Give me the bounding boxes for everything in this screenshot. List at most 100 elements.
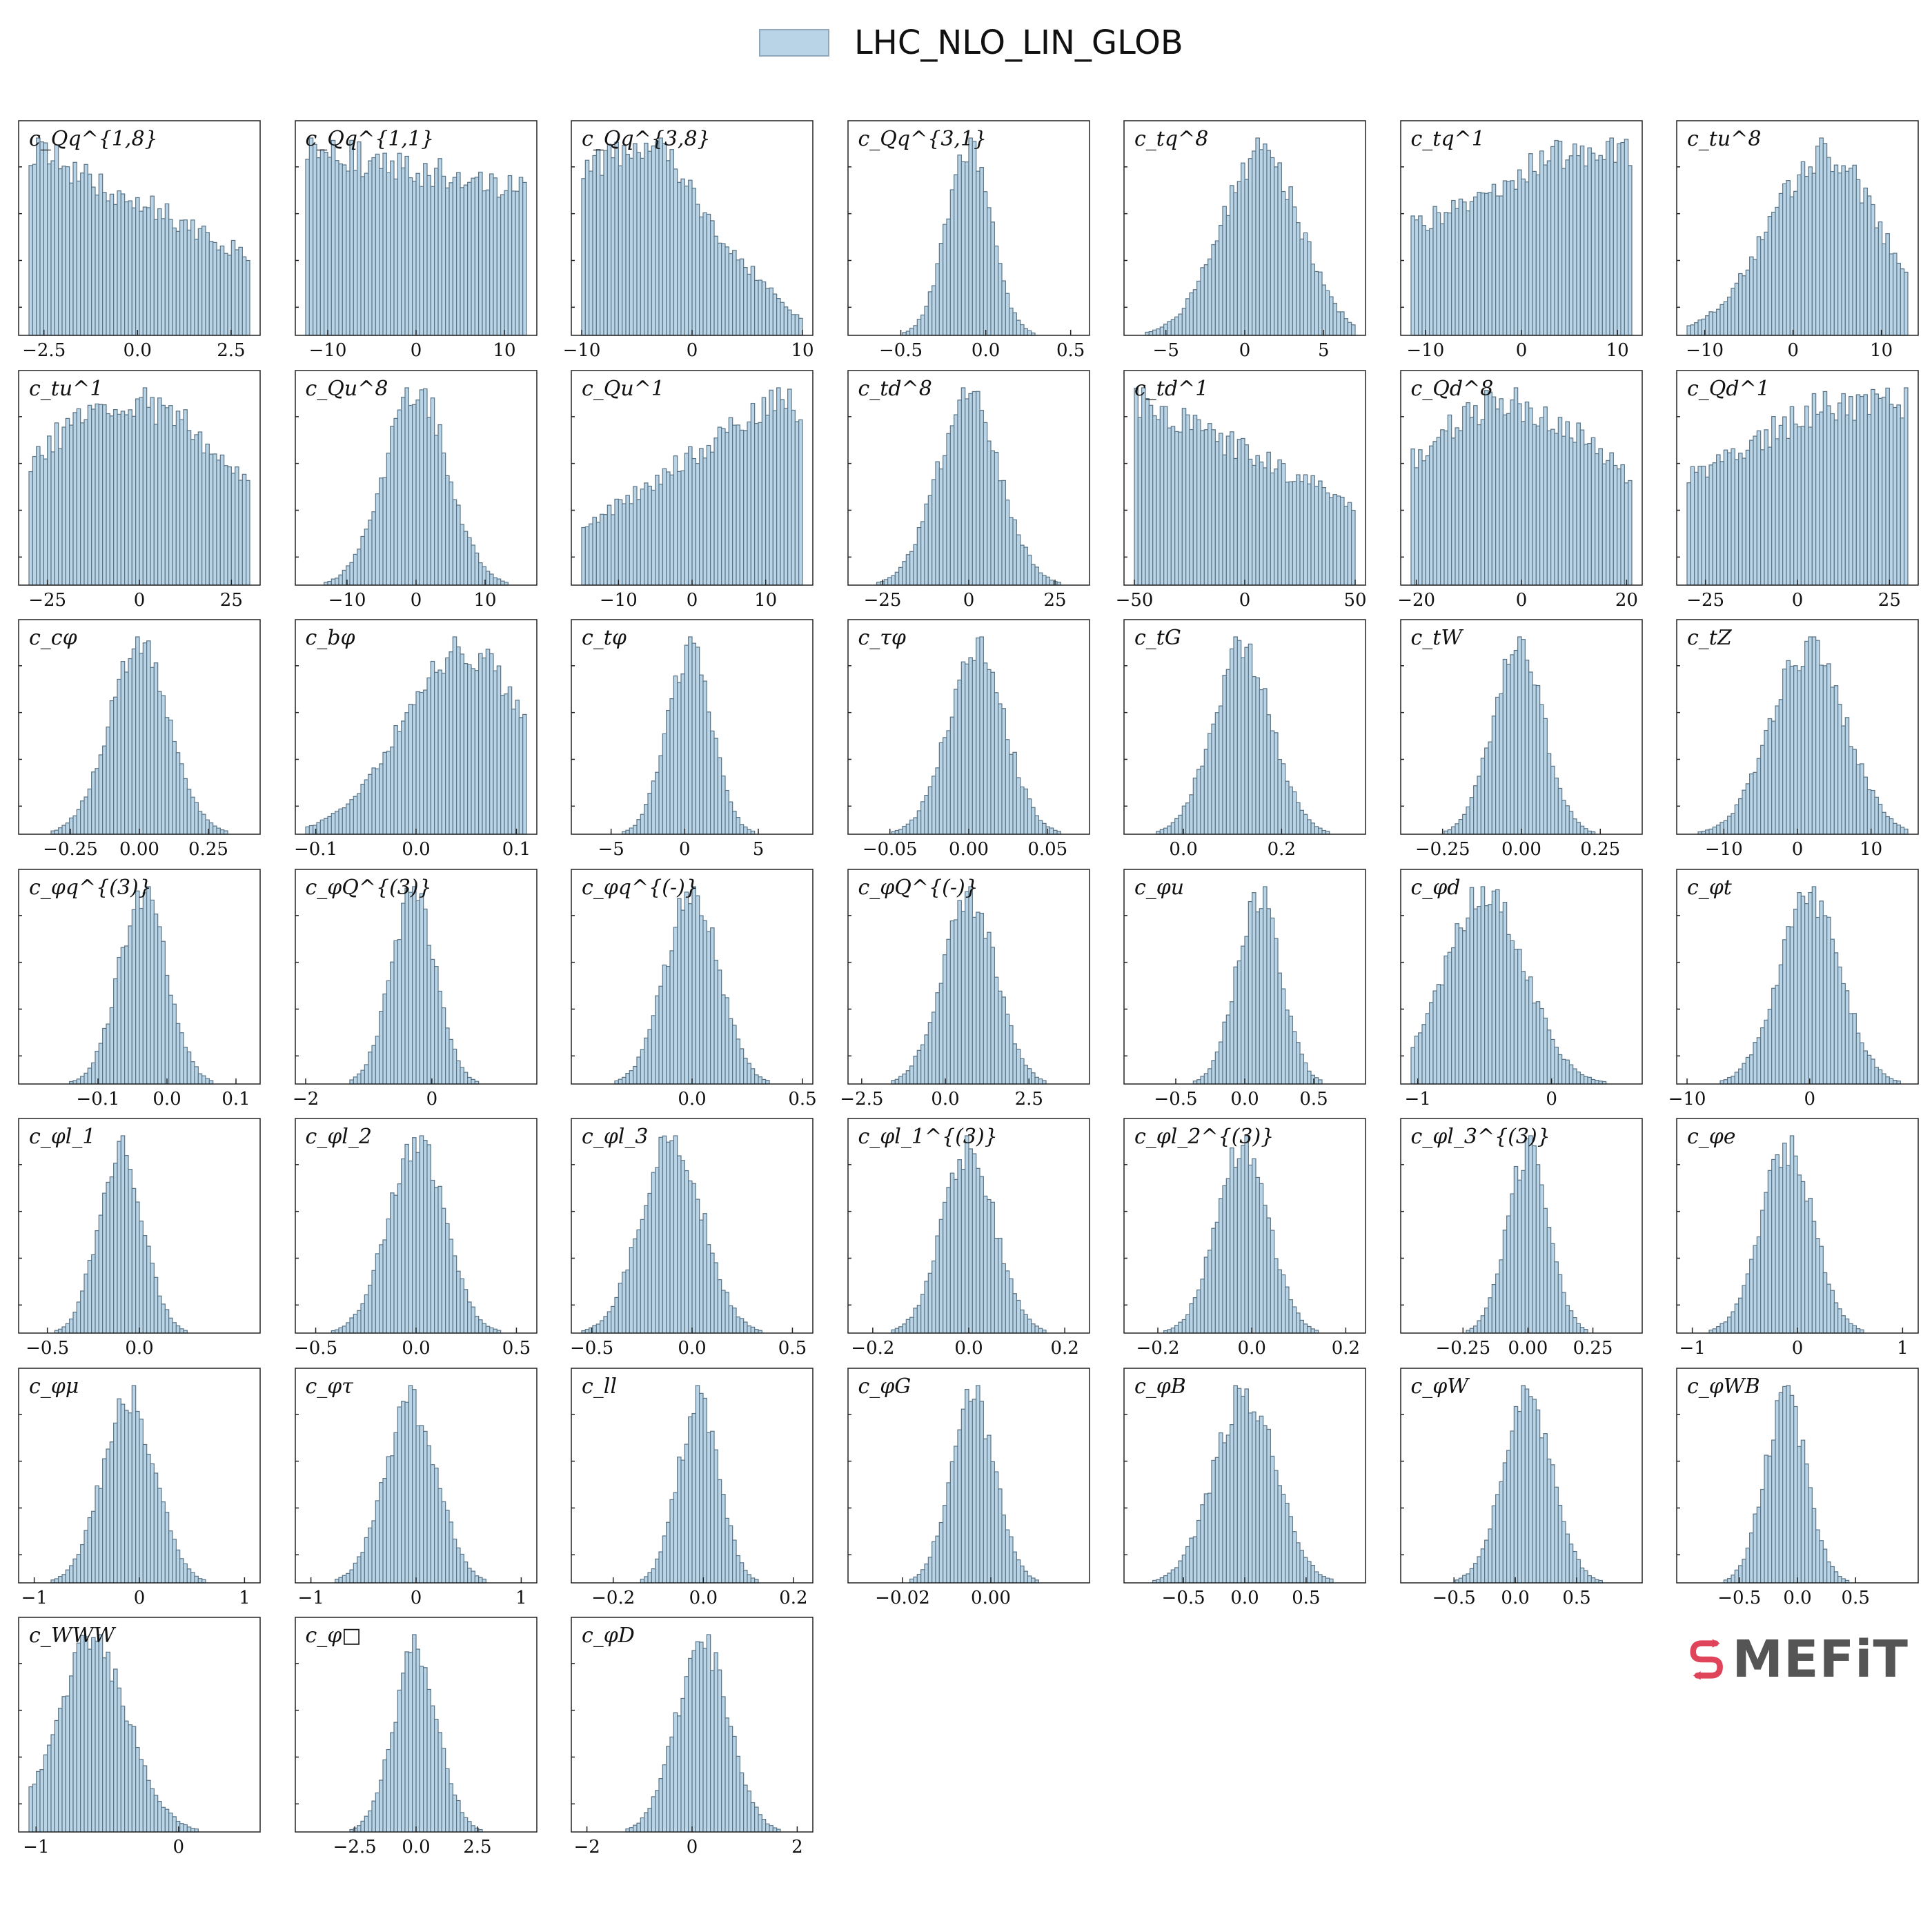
- histogram-bar: [658, 755, 663, 835]
- histogram-bar: [1192, 778, 1198, 835]
- x-tick-label: −10: [308, 340, 346, 361]
- histogram-bar: [135, 197, 140, 336]
- histogram-bar: [1542, 164, 1548, 336]
- coefficient-label: c_φW: [1410, 1374, 1469, 1399]
- histogram-bar: [1307, 1070, 1312, 1085]
- coefficient-label: c_φl_2^{(3)}: [1134, 1125, 1274, 1149]
- histogram-bar: [1008, 753, 1014, 835]
- histogram-bar: [1753, 259, 1757, 336]
- histogram-bar: [459, 653, 464, 835]
- histogram-bar: [680, 909, 685, 1085]
- histogram-bar: [1624, 482, 1628, 586]
- histogram-bar: [669, 1499, 674, 1584]
- histogram-bar: [1509, 1430, 1515, 1584]
- histogram-bar: [142, 891, 148, 1085]
- histogram-bar: [1288, 1015, 1293, 1085]
- histogram-bar: [1196, 419, 1201, 586]
- histogram-bar: [1230, 1000, 1234, 1085]
- histogram-bar: [54, 829, 59, 835]
- histogram-bar: [972, 141, 976, 336]
- histogram-bar: [1495, 195, 1500, 336]
- histogram-bar: [724, 996, 729, 1085]
- histogram-bar: [761, 396, 767, 586]
- histogram-bar: [931, 1011, 936, 1085]
- histogram-bar: [1844, 170, 1850, 336]
- histogram-bar: [1866, 413, 1872, 586]
- histogram-bar: [1310, 1564, 1315, 1584]
- histogram-bar: [113, 1668, 118, 1833]
- histogram-bar: [1203, 428, 1209, 586]
- histogram-bar: [739, 258, 745, 336]
- histogram-bar: [673, 1491, 678, 1584]
- histogram-bar: [651, 1172, 656, 1334]
- histogram-bar: [106, 1448, 110, 1584]
- histogram-bar: [989, 1461, 995, 1584]
- histogram-bar: [1742, 1285, 1746, 1334]
- histogram-bar: [150, 899, 155, 1085]
- histogram-bar: [1753, 1245, 1757, 1334]
- histogram-bar: [1619, 141, 1625, 336]
- histogram-bar: [1833, 1570, 1839, 1584]
- histogram-bar: [724, 1517, 729, 1584]
- histogram-bar: [1159, 829, 1165, 835]
- histogram-bar: [1203, 1256, 1209, 1334]
- histogram-bar: [1181, 407, 1187, 586]
- histogram-bar: [430, 958, 435, 1085]
- histogram-bar: [739, 1318, 745, 1334]
- histogram-bar: [1248, 1164, 1253, 1334]
- histogram-bar: [183, 1824, 188, 1833]
- histogram-bar: [956, 1159, 962, 1334]
- histogram-bar: [1742, 789, 1746, 835]
- histogram-bar: [58, 827, 63, 835]
- histogram-bar: [732, 1735, 737, 1833]
- histogram-bar: [644, 1205, 649, 1334]
- histogram-bar: [161, 218, 166, 336]
- histogram-bar: [1476, 192, 1481, 336]
- histogram-bar: [1539, 1007, 1544, 1085]
- histogram-bar: [644, 142, 649, 336]
- histogram-bar: [1208, 1067, 1212, 1085]
- histogram-bar: [128, 200, 132, 336]
- histogram-bar: [592, 1325, 597, 1334]
- histogram-bar: [426, 677, 431, 835]
- histogram-bar: [662, 143, 667, 336]
- histogram-bar: [1841, 1315, 1846, 1334]
- histogram-bar: [463, 1072, 468, 1085]
- coefficient-label: c_φq^{(-)}: [582, 875, 698, 900]
- histogram-bar: [625, 494, 630, 586]
- histogram-bar: [1476, 905, 1481, 1085]
- histogram-bar: [1583, 165, 1588, 336]
- histogram-bar: [153, 662, 159, 835]
- histogram-bar: [95, 768, 99, 835]
- histogram-bar: [80, 800, 85, 835]
- histogram-bar: [967, 1148, 973, 1334]
- histogram-bar: [1723, 820, 1728, 835]
- histogram-bar: [713, 1652, 718, 1833]
- histogram-bar: [514, 190, 520, 336]
- x-tick-label: 0.5: [1056, 340, 1085, 361]
- histogram-bar: [1771, 1159, 1776, 1334]
- histogram-bar: [1550, 428, 1555, 586]
- histogram-panel: −10 0 10 c_Qu^8: [294, 369, 538, 613]
- histogram-bar: [607, 504, 612, 586]
- histogram-bar: [949, 1172, 954, 1334]
- histogram-bar: [658, 1550, 663, 1584]
- histogram-bar: [1830, 1290, 1835, 1334]
- histogram-bar: [1019, 1309, 1025, 1334]
- histogram-bar: [364, 1815, 368, 1833]
- histogram-bar: [1863, 776, 1868, 835]
- histogram-bar: [489, 1327, 494, 1334]
- histogram-bar: [717, 242, 722, 336]
- histogram-bar: [65, 1695, 70, 1833]
- histogram-bar: [945, 1187, 951, 1334]
- histogram-bar: [1767, 1455, 1773, 1584]
- histogram-bar: [769, 1825, 773, 1833]
- histogram-bar: [1767, 718, 1773, 835]
- coefficient-label: c_φμ: [29, 1374, 79, 1399]
- histogram-bar: [415, 399, 420, 586]
- histogram-bar: [1852, 419, 1857, 586]
- histogram-bar: [356, 1310, 362, 1334]
- histogram-bar: [1509, 1193, 1515, 1334]
- histogram-bar: [1705, 315, 1710, 336]
- histogram-bar: [1542, 718, 1548, 835]
